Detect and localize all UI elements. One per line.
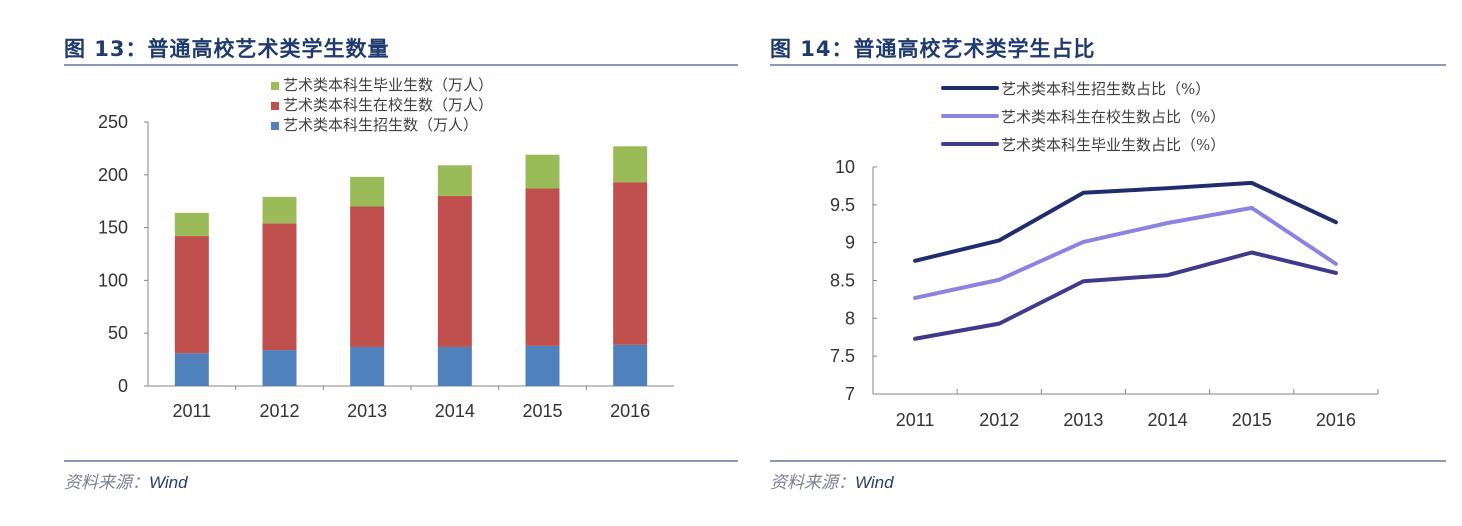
stacked-bar-chart: 0 50 100 150 200 250 2011 2012 2013 2014 2015 2016 艺… bbox=[98, 76, 674, 421]
x-tick-label: 2011 bbox=[896, 410, 935, 430]
y-tick-label: 50 bbox=[108, 323, 128, 343]
series-line bbox=[913, 205, 1338, 300]
y-tick-label: 8.5 bbox=[830, 271, 855, 291]
source-divider bbox=[770, 460, 1446, 462]
source-label: 资料来源： bbox=[770, 473, 855, 493]
figure-14-panel: 图 14：普通高校艺术类学生占比 7 7.5 8 8.5 9 9.5 10 2011 2012 2… bbox=[770, 0, 1446, 526]
x-tick-label: 2016 bbox=[1316, 410, 1356, 430]
x-tick-label: 2014 bbox=[435, 401, 475, 421]
bar-segment bbox=[525, 345, 560, 386]
bar-segment bbox=[613, 182, 648, 345]
x-tick-label: 2014 bbox=[1148, 410, 1188, 430]
x-tick-label: 2012 bbox=[259, 401, 299, 421]
legend-swatch bbox=[271, 122, 279, 130]
x-tick-label: 2016 bbox=[610, 401, 650, 421]
legend-label: 艺术类本科生在校生数占比（%） bbox=[1001, 108, 1225, 126]
source-label: 资料来源： bbox=[64, 473, 149, 493]
x-tick-label: 2013 bbox=[347, 401, 387, 421]
series-line bbox=[913, 250, 1338, 341]
y-tick-label: 10 bbox=[835, 157, 855, 177]
x-tick-label: 2015 bbox=[1232, 410, 1272, 430]
bar-segment bbox=[437, 195, 472, 347]
bar-segment bbox=[174, 353, 209, 386]
y-tick-label: 8 bbox=[845, 308, 855, 328]
source-note: 资料来源：Wind bbox=[64, 468, 188, 493]
x-tick-label: 2011 bbox=[172, 401, 211, 421]
bar-segment bbox=[525, 188, 560, 346]
bar-segment bbox=[350, 206, 385, 347]
bar-segment bbox=[613, 344, 648, 386]
bar-segment bbox=[262, 196, 297, 224]
y-tick-label: 7 bbox=[845, 384, 855, 404]
bar-segment bbox=[262, 350, 297, 386]
source-divider bbox=[64, 460, 738, 462]
legend-label: 艺术类本科生毕业生数（万人） bbox=[283, 76, 493, 94]
bar-segment bbox=[174, 236, 209, 354]
figure-13-title: 图 13：普通高校艺术类学生数量 bbox=[64, 37, 390, 61]
title-divider bbox=[770, 64, 1446, 66]
y-tick-label: 150 bbox=[98, 218, 128, 238]
legend-swatch bbox=[271, 102, 279, 110]
y-tick-label: 250 bbox=[98, 112, 128, 132]
x-tick-label: 2013 bbox=[1063, 410, 1103, 430]
x-tick-label: 2015 bbox=[522, 401, 562, 421]
bar-segment bbox=[437, 165, 472, 196]
figure-13-panel: 图 13：普通高校艺术类学生数量 0 50 100 150 200 250 2011 2012… bbox=[64, 0, 738, 526]
source-value: Wind bbox=[855, 473, 894, 492]
figure-14-title: 图 14：普通高校艺术类学生占比 bbox=[770, 37, 1096, 61]
line-chart: 7 7.5 8 8.5 9 9.5 10 2011 2012 2013 2014 2015 2016 艺术… bbox=[830, 80, 1379, 430]
bar-segment bbox=[350, 346, 385, 386]
legend-label: 艺术类本科生招生数（万人） bbox=[283, 116, 478, 134]
title-divider bbox=[64, 64, 738, 66]
bar-segment bbox=[262, 223, 297, 351]
legend-swatch bbox=[271, 82, 279, 90]
bar-segment bbox=[437, 346, 472, 386]
y-tick-label: 0 bbox=[118, 376, 128, 396]
bar-segment bbox=[525, 154, 560, 189]
y-tick-label: 7.5 bbox=[830, 346, 855, 366]
legend-label: 艺术类本科生招生数占比（%） bbox=[1001, 80, 1210, 98]
bar-segment bbox=[174, 212, 209, 237]
bar-segment bbox=[350, 176, 385, 207]
y-tick-label: 200 bbox=[98, 165, 128, 185]
legend-label: 艺术类本科生在校生数（万人） bbox=[283, 96, 493, 114]
series-line bbox=[913, 180, 1338, 263]
x-tick-label: 2012 bbox=[979, 410, 1019, 430]
legend-label: 艺术类本科生毕业生数占比（%） bbox=[1001, 136, 1225, 154]
bar-segment bbox=[613, 146, 648, 183]
y-tick-label: 9 bbox=[845, 233, 855, 253]
y-tick-label: 100 bbox=[98, 270, 128, 290]
source-note: 资料来源：Wind bbox=[770, 468, 894, 493]
source-value: Wind bbox=[149, 473, 188, 492]
y-tick-label: 9.5 bbox=[830, 195, 855, 215]
